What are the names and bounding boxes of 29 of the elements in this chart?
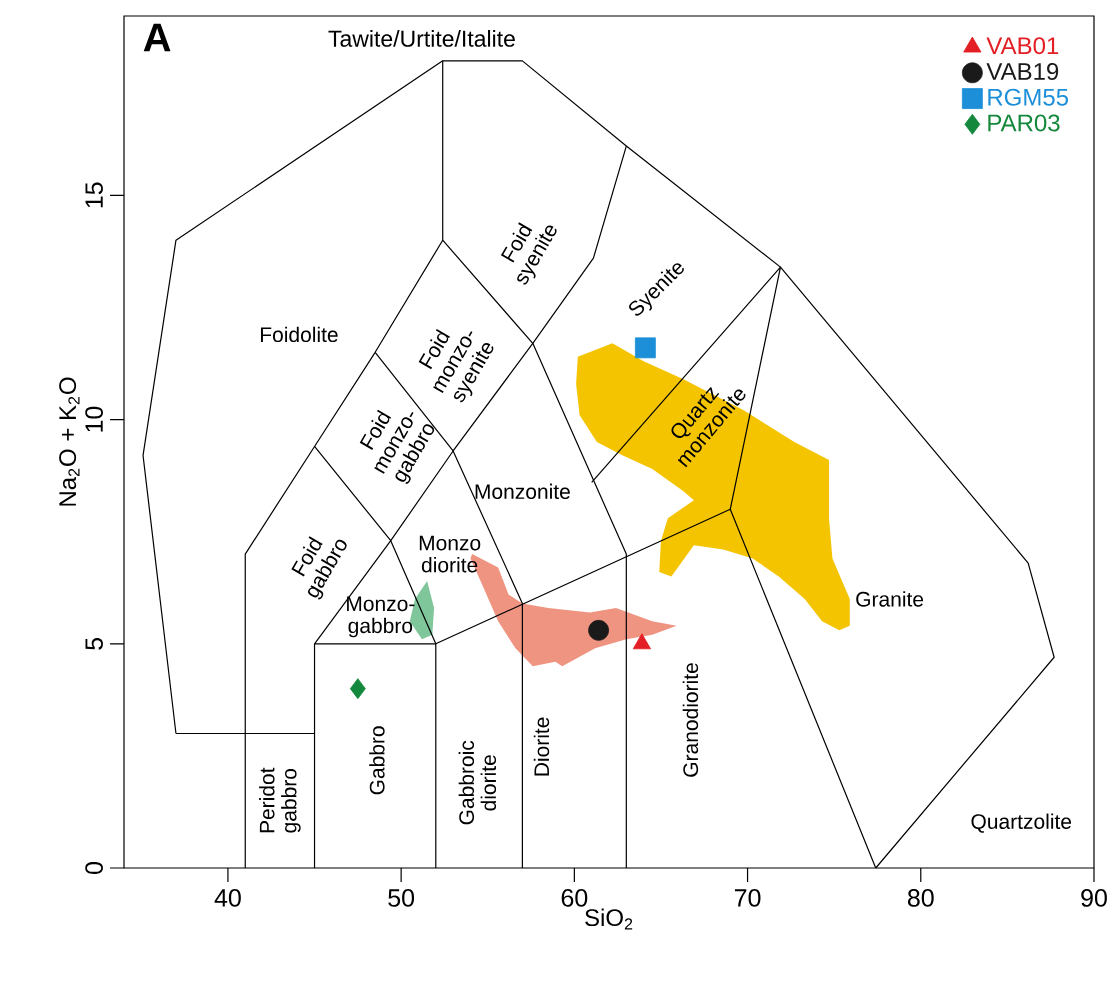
x-tick-label: 90 bbox=[1081, 889, 1107, 907]
y-tick-label: 0 bbox=[85, 862, 103, 874]
x-tick-label: 40 bbox=[214, 889, 241, 907]
annotation: Tawite/Urtite/Italite bbox=[328, 29, 515, 47]
legend-label: VAB01 bbox=[986, 37, 1059, 55]
annotation: Gabbro bbox=[369, 726, 385, 795]
annotation: Quartzolite bbox=[971, 813, 1072, 833]
x-tick-label: 70 bbox=[734, 889, 761, 907]
chart-title: A bbox=[143, 23, 171, 52]
annotation: Monzo diorite bbox=[419, 535, 481, 573]
y-axis-title: Na$_{2}$O + K$_{2}$O bbox=[59, 377, 80, 506]
annotation: Peridot gabbro bbox=[259, 767, 301, 833]
legend-label: VAB19 bbox=[986, 62, 1059, 80]
annotation: Diorite bbox=[533, 717, 550, 776]
x-tick-label: 80 bbox=[907, 889, 934, 907]
y-tick-label: 10 bbox=[85, 406, 103, 432]
y-tick-label: 5 bbox=[85, 637, 103, 650]
annotation: Granodiorite bbox=[682, 663, 699, 777]
x-tick-label: 60 bbox=[561, 889, 588, 907]
y-tick-label: 15 bbox=[85, 182, 103, 208]
annotation: Monzo-gabbro bbox=[347, 596, 415, 638]
x-tick-label: 50 bbox=[388, 889, 415, 907]
annotation: Gabbroic diorite bbox=[458, 740, 497, 825]
legend-label: RGM55 bbox=[988, 88, 1069, 106]
annotation: Foidolite bbox=[260, 326, 338, 343]
x-axis-title: SiO$_{2}$ bbox=[585, 908, 633, 930]
annotation: Monzonite bbox=[475, 483, 570, 500]
annotation: Granite bbox=[856, 591, 924, 607]
legend-label: PAR03 bbox=[988, 114, 1060, 132]
